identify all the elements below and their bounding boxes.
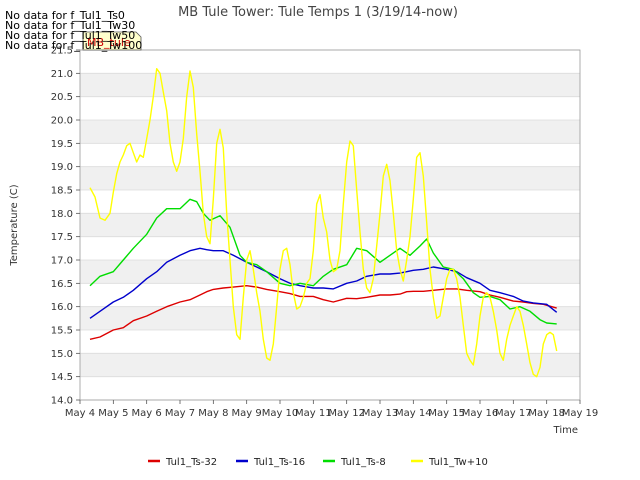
tooltip-label: MB_tule (87, 36, 131, 49)
x-tick-label: May 16 (462, 408, 499, 419)
x-tick-label: May 7 (165, 408, 195, 419)
grid-band (80, 353, 580, 377)
grid-band (80, 73, 580, 97)
no-data-message: No data for f_Tul1_Tw100 (5, 39, 143, 52)
x-tick-label: May 4 (65, 408, 95, 419)
grid-band (80, 120, 580, 144)
y-tick-label: 20.5 (51, 92, 73, 103)
y-tick-label: 15.0 (51, 349, 73, 360)
x-axis-label: Time (553, 425, 578, 436)
grid-band (80, 306, 580, 330)
y-tick-label: 18.0 (51, 209, 73, 220)
x-tick-label: May 13 (362, 408, 399, 419)
y-tick-label: 17.5 (51, 232, 73, 243)
x-tick-label: May 14 (395, 408, 432, 419)
chart-title: MB Tule Tower: Tule Temps 1 (3/19/14-now… (178, 5, 458, 20)
no-data-message: No data for f_Tul1_Ts0 (5, 9, 125, 22)
legend-label: Tul1_Ts-32 (165, 457, 217, 468)
y-tick-label: 20.0 (51, 116, 73, 127)
y-tick-label: 14.5 (51, 372, 73, 383)
x-tick-label: May 12 (328, 408, 365, 419)
x-tick-label: May 10 (262, 408, 299, 419)
x-tick-label: May 9 (232, 408, 262, 419)
no-data-message: No data for f_Tul1_Tw50 (5, 29, 136, 42)
y-tick-label: 21.5 (51, 46, 73, 57)
y-tick-label: 16.5 (51, 279, 73, 290)
y-axis-label: Temperature (C) (9, 184, 20, 266)
y-tick-label: 16.0 (51, 302, 73, 313)
series-line-tul1-ts-16 (89, 247, 558, 319)
x-tick-label: May 19 (562, 408, 599, 419)
grid-band (80, 213, 580, 237)
legend-label: Tul1_Ts-16 (253, 457, 305, 468)
y-tick-label: 18.5 (51, 186, 73, 197)
x-tick-label: May 6 (132, 408, 162, 419)
y-tick-label: 19.0 (51, 162, 73, 173)
x-tick-label: May 15 (428, 408, 465, 419)
plot-frame (79, 49, 581, 401)
series-line-tul1-tw-10 (89, 68, 558, 378)
y-tick-label: 19.5 (51, 139, 73, 150)
y-tick-label: 14.0 (51, 396, 73, 407)
x-tick-label: May 5 (98, 408, 128, 419)
legend: Tul1_Ts-32 Tul1_Ts-16 Tul1_Ts-8 Tul1_Tw+10 (148, 457, 488, 468)
y-tick-label: 21.0 (51, 69, 73, 80)
y-tick-label: 15.5 (51, 326, 73, 337)
series-line-tul1-ts-8 (89, 198, 557, 325)
legend-label: Tul1_Tw+10 (428, 457, 488, 468)
legend-label: Tul1_Ts-8 (340, 457, 386, 468)
series-line-tul1-ts-32 (89, 285, 557, 340)
tooltip-box: MB_tule (82, 31, 142, 51)
x-tick-label: May 18 (528, 408, 565, 419)
y-tick-label: 17.0 (51, 256, 73, 267)
x-tick-label: May 17 (495, 408, 532, 419)
x-tick-label: May 11 (295, 408, 332, 419)
no-data-message: No data for f_Tul1_Tw30 (5, 19, 136, 32)
x-tick-label: May 8 (198, 408, 228, 419)
grid-band (80, 166, 580, 190)
